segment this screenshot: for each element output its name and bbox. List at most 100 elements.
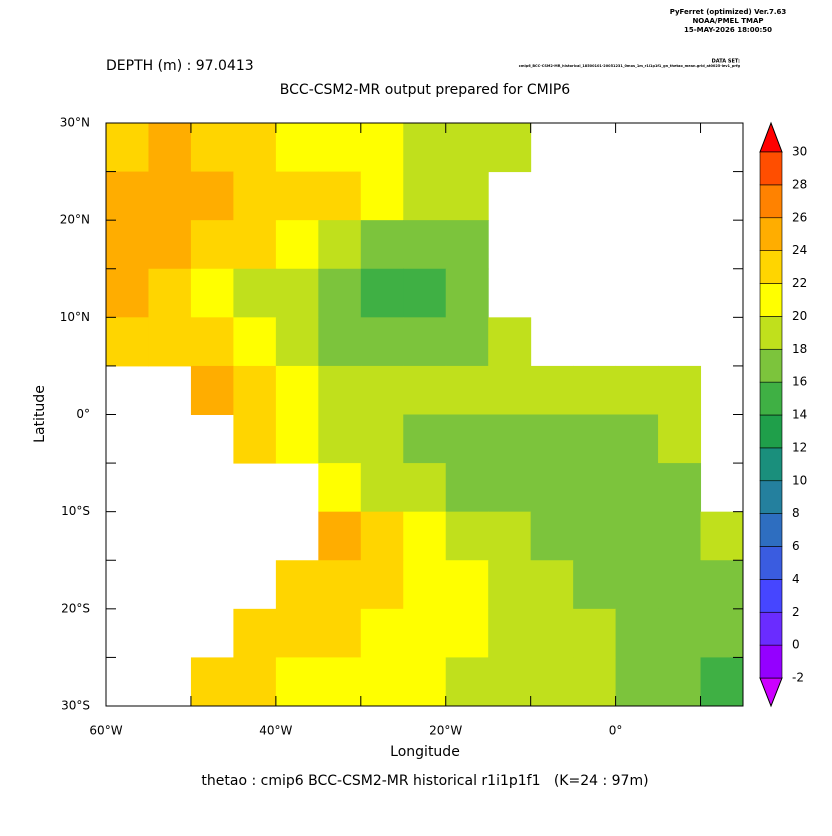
heat-cell [318,123,362,173]
heat-cell [360,511,404,561]
footer: thetao : cmip6 BCC-CSM2-MR historical r1… [201,773,648,789]
heat-cell [275,414,319,464]
heat-cell [658,608,702,658]
heat-cell [403,317,447,367]
colorbar-label: 16 [792,375,807,389]
heat-cell [275,560,319,610]
heat-cell [658,365,702,415]
heat-cell [658,511,702,561]
heat-cell [233,220,277,270]
heat-cell [445,414,489,464]
colorbar-swatch [759,611,783,646]
heat-cell [445,511,489,561]
heat-cell [360,608,404,658]
heat-cell [190,657,234,707]
colorbar-label: 22 [792,276,807,290]
heat-cell [106,268,149,318]
heat-cell [403,657,447,707]
y-tick-label: 20°S [61,601,90,615]
heat-cell [360,268,404,318]
heat-cell [573,463,617,513]
heat-cell [318,608,362,658]
heat-cell [488,560,532,610]
heat-cell [233,657,277,707]
colorbar-swatch [759,184,783,219]
colorbar-label: -2 [792,671,804,685]
heat-cell [360,220,404,270]
heat-cell [403,608,447,658]
heat-cell [445,365,489,415]
colorbar-label: 24 [792,243,807,257]
heat-cell [573,608,617,658]
heat-cell [148,123,192,173]
heat-cell [573,414,617,464]
heat-cell [403,463,447,513]
heat-cell [106,220,149,270]
heat-cell [275,123,319,173]
heat-cell [445,123,489,173]
y-axis-label: Latitude [32,385,48,443]
heat-cell [530,414,574,464]
heat-cell [573,365,617,415]
colorbar-swatch [759,381,783,416]
colorbar-swatch [759,283,783,317]
heat-cell [318,171,362,221]
heat-cell [360,414,404,464]
colorbar-label: 4 [792,572,800,586]
heat-cell [360,560,404,610]
colorbar-label: 6 [792,539,800,553]
heat-cell [488,365,532,415]
colorbar-swatch [759,217,783,251]
header-line: PyFerret (optimized) Ver.7.63 [670,8,787,16]
heat-cell [488,463,532,513]
heat-cell [275,220,319,270]
heat-cell [148,171,192,221]
heat-cell [106,123,149,173]
heat-cell [488,414,532,464]
heat-cell [615,511,659,561]
colorbar-swatch [759,513,783,547]
heat-cell [658,560,702,610]
heat-cell [360,171,404,221]
heat-cell [275,365,319,415]
heat-cell [445,268,489,318]
heat-cell [190,317,234,367]
heat-cell [233,414,277,464]
colorbar-label: 28 [792,177,807,191]
colorbar-swatch [759,151,783,186]
heat-cell [233,123,277,173]
heat-cell [318,463,362,513]
heat-cell [573,511,617,561]
colorbar-swatch [759,348,783,383]
heat-cell [615,657,659,707]
dataset-name: cmip6_BCC-CSM2-MR_historical_18500101-20… [519,64,741,68]
x-axis-label: Longitude [390,744,460,760]
heat-cell [403,365,447,415]
heat-cell [318,511,362,561]
heat-cell [615,608,659,658]
heat-cell [615,560,659,610]
colorbar-label: 0 [792,638,800,652]
heat-cell [488,657,532,707]
colorbar-label: 12 [792,440,807,454]
heat-cell [106,171,149,221]
colorbar-swatch [759,447,783,482]
header-line: NOAA/PMEL TMAP [692,17,763,25]
heat-cell [530,657,574,707]
heat-cell [275,268,319,318]
heat-cell [530,365,574,415]
heat-cell [190,365,234,415]
colorbar-swatch [759,480,783,514]
y-tick-label: 10°S [61,504,90,518]
heat-cell [275,657,319,707]
heat-cell [403,414,447,464]
heat-cell [445,171,489,221]
heat-cell [403,511,447,561]
heat-cell [190,268,234,318]
colorbar-swatch [759,579,783,613]
heat-cell [233,317,277,367]
heat-cell [658,657,702,707]
subtitle: DEPTH (m) : 97.0413 [106,58,254,74]
heat-cell [530,608,574,658]
